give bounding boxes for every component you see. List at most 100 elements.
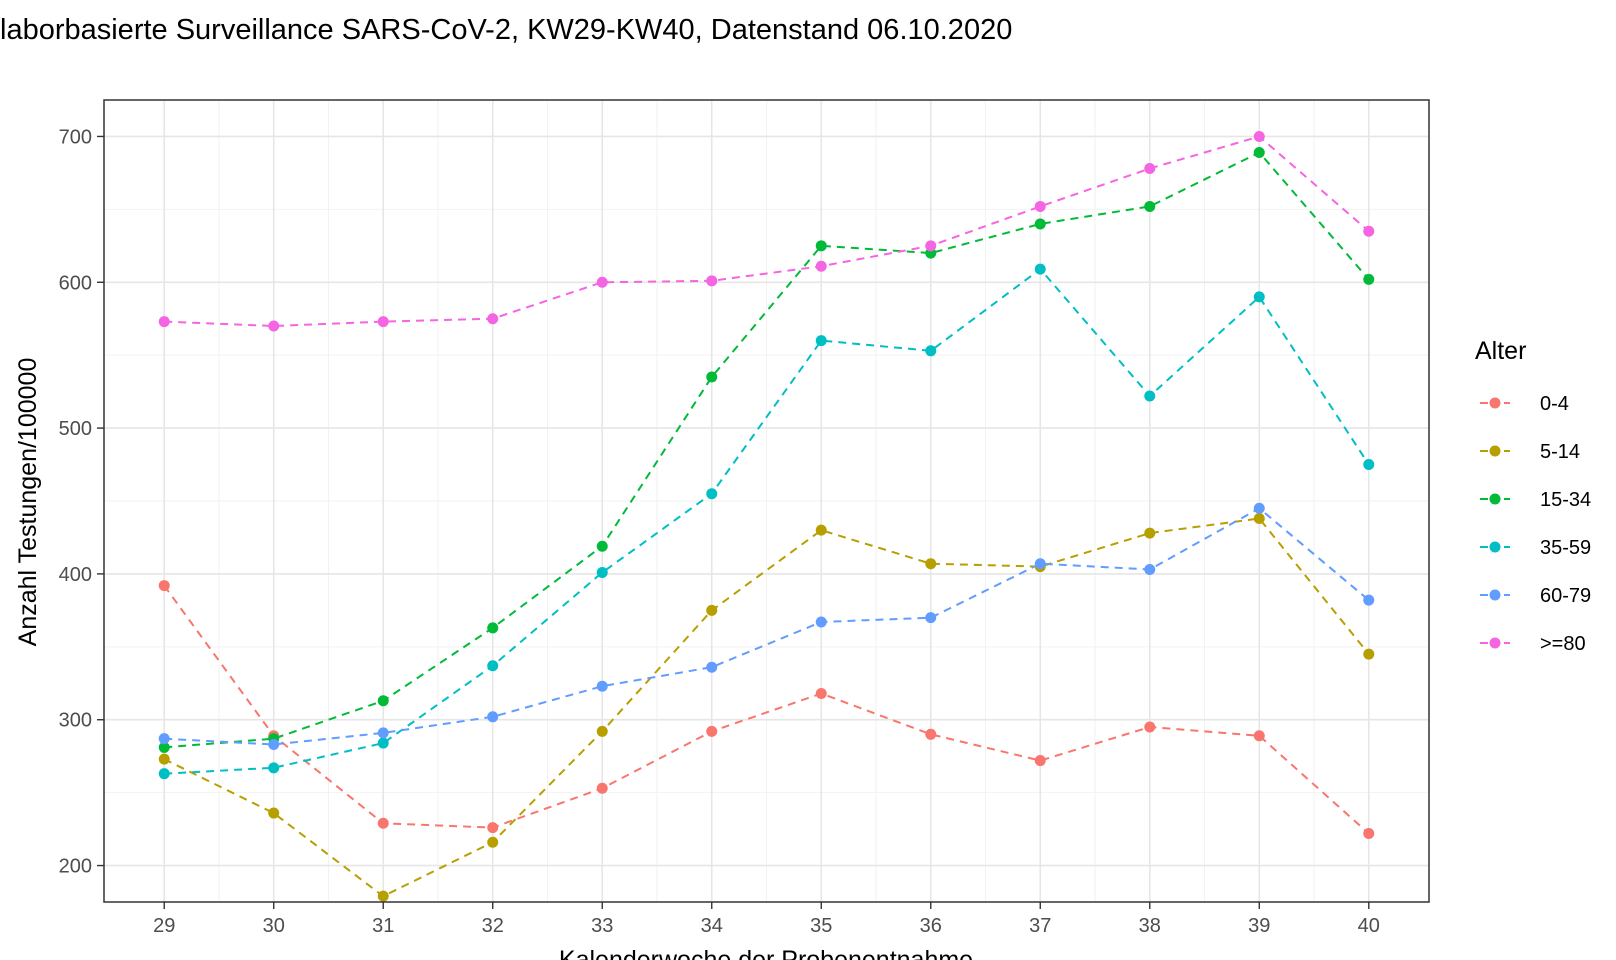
x-tick-label: 37 (1029, 915, 1051, 937)
data-point-5-14 (1144, 527, 1156, 539)
data-point->=80 (158, 316, 170, 328)
data-point-0-4 (487, 822, 499, 834)
data-point-60-79 (1253, 502, 1265, 514)
data-point-0-4 (377, 817, 389, 829)
data-point-15-34 (1144, 200, 1156, 212)
minor-gridlines (104, 100, 1429, 902)
x-tick-label: 36 (920, 915, 942, 937)
data-point-0-4 (815, 687, 827, 699)
y-axis: 200 300 400 500 600 700 (59, 126, 104, 878)
data-point-5-14 (158, 753, 170, 765)
data-point-35-59 (596, 566, 608, 578)
x-axis: 29 30 31 32 33 34 35 36 37 38 39 40 (153, 902, 1380, 937)
legend-label: 35-59 (1540, 537, 1591, 559)
y-tick-label: 300 (59, 710, 92, 732)
series-line-0-4 (163, 585, 1370, 835)
legend-key-point (1489, 397, 1501, 409)
data-point-5-14 (706, 604, 718, 616)
x-tick-label: 35 (810, 915, 832, 937)
data-point-0-4 (1363, 827, 1375, 839)
data-point-35-59 (1034, 263, 1046, 275)
data-point-5-14 (1253, 512, 1265, 524)
legend: Alter 0-4 5-14 15-34 35-59 60-79 >=80 (1475, 337, 1591, 655)
data-point-5-14 (377, 890, 389, 902)
legend-title: Alter (1475, 337, 1526, 365)
data-point-60-79 (1144, 564, 1156, 576)
data-point-60-79 (1363, 594, 1375, 606)
data-point-5-14 (1363, 648, 1375, 660)
legend-label: >=80 (1540, 633, 1586, 655)
data-point-60-79 (596, 680, 608, 692)
data-point-60-79 (925, 612, 937, 624)
x-tick-label: 33 (591, 915, 613, 937)
data-point-0-4 (158, 580, 170, 592)
data-point-60-79 (487, 711, 499, 723)
data-point-0-4 (1144, 721, 1156, 733)
legend-key-point (1489, 445, 1501, 457)
x-axis-title: Kalenderwoche der Probenentnahme (559, 946, 973, 960)
data-point->=80 (268, 320, 280, 332)
x-tick-label: 38 (1139, 915, 1161, 937)
data-point-35-59 (377, 737, 389, 749)
data-point-0-4 (706, 725, 718, 737)
series-line-60-79 (164, 507, 1370, 746)
y-tick-label: 600 (59, 272, 92, 294)
data-point->=80 (1253, 130, 1265, 142)
legend-label: 15-34 (1540, 489, 1591, 511)
x-tick-label: 31 (372, 915, 394, 937)
legend-label: 60-79 (1540, 585, 1591, 607)
data-point-35-59 (1363, 459, 1375, 471)
x-tick-label: 40 (1358, 915, 1380, 937)
series-line-15-34 (164, 151, 1370, 749)
legend-label: 5-14 (1540, 441, 1580, 463)
data-point-60-79 (815, 616, 827, 628)
data-point-5-14 (487, 836, 499, 848)
x-tick-label: 39 (1248, 915, 1270, 937)
data-point-35-59 (1144, 390, 1156, 402)
data-point-60-79 (377, 727, 389, 739)
data-point->=80 (1144, 163, 1156, 175)
data-point->=80 (377, 316, 389, 328)
data-point->=80 (706, 275, 718, 287)
legend-label: 0-4 (1540, 393, 1569, 415)
data-point-60-79 (1034, 558, 1046, 570)
data-point-60-79 (706, 661, 718, 673)
data-point-15-34 (1363, 273, 1375, 285)
data-point-15-34 (487, 622, 499, 634)
plot-border (103, 99, 1430, 903)
data-point-0-4 (1253, 730, 1265, 742)
y-tick-label: 400 (59, 564, 92, 586)
data-point-35-59 (706, 488, 718, 500)
y-axis-title: Anzahl Testungen/100000 (14, 358, 42, 647)
data-point-60-79 (158, 733, 170, 745)
data-point-15-34 (706, 371, 718, 383)
data-point-0-4 (1034, 755, 1046, 767)
x-tick-label: 30 (263, 915, 285, 937)
data-point->=80 (596, 276, 608, 288)
x-tick-label: 34 (701, 915, 723, 937)
data-point->=80 (1034, 200, 1046, 212)
data-point-5-14 (596, 725, 608, 737)
data-point-35-59 (815, 335, 827, 347)
legend-key-point (1489, 493, 1501, 505)
data-point->=80 (815, 260, 827, 272)
data-point-0-4 (596, 782, 608, 794)
data-point-5-14 (815, 524, 827, 536)
data-point-0-4 (925, 728, 937, 740)
series-line-35-59 (164, 267, 1370, 775)
data-point-60-79 (268, 739, 280, 751)
data-point-5-14 (925, 558, 937, 570)
legend-key-point (1489, 637, 1501, 649)
data-point->=80 (1363, 225, 1375, 237)
data-point-15-34 (815, 240, 827, 252)
page-title: laborbasierte Surveillance SARS-CoV-2, K… (0, 14, 1013, 46)
x-tick-label: 29 (153, 915, 175, 937)
data-point-35-59 (268, 762, 280, 774)
y-tick-label: 700 (59, 126, 92, 148)
y-tick-label: 500 (59, 418, 92, 440)
data-point-35-59 (925, 345, 937, 357)
y-tick-label: 200 (59, 856, 92, 878)
series-line-5-14 (163, 517, 1370, 898)
data-point->=80 (487, 313, 499, 325)
